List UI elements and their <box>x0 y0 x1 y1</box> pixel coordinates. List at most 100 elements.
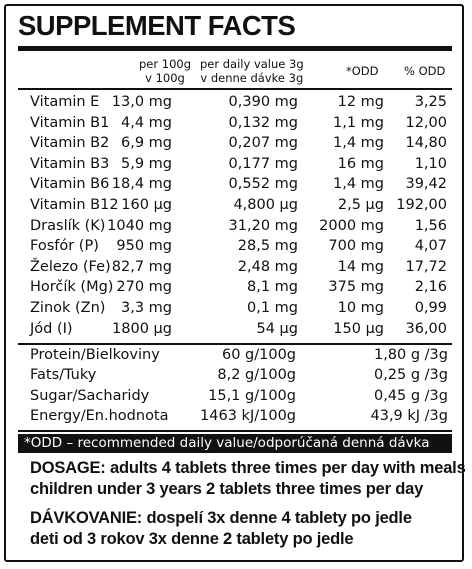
macro-per-100g: 15,1 g/100g <box>208 387 296 404</box>
nutrient-name: Vitamin B1 <box>30 114 110 131</box>
macro-bottom-rule <box>18 430 452 432</box>
value-pct-odd: 2,16 <box>414 279 447 296</box>
macro-name: Sugar/Sacharidy <box>30 387 150 404</box>
value-odd: 375 mg <box>328 279 384 296</box>
value-per-100g: 160 µg <box>121 197 172 213</box>
header-perdaily: per daily value 3g v denne dávke 3g <box>200 57 304 85</box>
value-per-100g: 1800 µg <box>112 320 172 337</box>
value-per-100g: 1040 mg <box>107 217 172 234</box>
value-per-daily: 0,207 mg <box>228 135 298 152</box>
dosage-en-line2: children under 3 years 2 tablets three t… <box>30 480 424 498</box>
value-per-100g: 3,3 mg <box>121 300 172 316</box>
table-row: Vitamin B1 4,4 mg 0,132 mg 1,1 mg 12,00 <box>0 115 472 135</box>
header-odd: *ODD <box>346 64 379 78</box>
header-perdaily-line1: per daily value 3g <box>200 57 304 71</box>
macro-per-daily: 43,9 kJ /3g <box>370 407 449 424</box>
nutrient-name: Vitamin B6 <box>30 176 110 193</box>
value-odd: 16 mg <box>337 155 384 172</box>
macro-name: Fats/Tuky <box>30 367 97 384</box>
value-odd: 12 mg <box>337 94 384 110</box>
value-pct-odd: 14,80 <box>405 135 447 152</box>
dosage-sk-line1: DÁVKOVANIE: dospelí 3x denne 4 tablety p… <box>30 509 412 527</box>
value-per-daily: 0,177 mg <box>228 155 298 172</box>
header-pct-odd: % ODD <box>404 64 446 78</box>
value-pct-odd: 4,07 <box>414 238 447 255</box>
nutrient-name: Fosfór (P) <box>30 238 99 255</box>
table-row: Sugar/Sacharidy 15,1 g/100g 0,45 g /3g <box>0 388 472 408</box>
value-per-100g: 6,9 mg <box>121 135 172 152</box>
table-row: Horčík (Mg) 270 mg 8,1 mg 375 mg 2,16 <box>0 279 472 299</box>
header-perdaily-line2: v denne dávke 3g <box>200 71 304 85</box>
value-per-100g: 4,4 mg <box>121 114 172 131</box>
nutrient-name: Draslík (K) <box>30 217 106 234</box>
value-pct-odd: 192,00 <box>396 197 447 213</box>
nutrient-name: Vitamin B2 <box>30 135 110 152</box>
nutrient-name: Horčík (Mg) <box>30 279 114 296</box>
value-pct-odd: 17,72 <box>405 258 447 275</box>
table-row: Fosfór (P) 950 mg 28,5 mg 700 mg 4,07 <box>0 238 472 258</box>
table-row: Draslík (K) 1040 mg 31,20 mg 2000 mg 1,56 <box>0 218 472 238</box>
macro-per-daily: 0,25 g /3g <box>373 367 448 384</box>
value-odd: 150 µg <box>333 320 384 337</box>
value-pct-odd: 39,42 <box>405 176 447 193</box>
macro-per-100g: 8,2 g/100g <box>217 367 296 384</box>
value-per-daily: 4,800 µg <box>233 197 298 213</box>
value-per-100g: 82,7 mg <box>111 258 172 275</box>
label-title: SUPPLEMENT FACTS <box>18 10 296 41</box>
value-pct-odd: 1,56 <box>414 217 447 234</box>
nutrient-name: Zinok (Zn) <box>30 300 106 316</box>
dosage-en-line1: DOSAGE: adults 4 tablets three times per… <box>30 459 466 477</box>
header-per100g-line2: v 100g <box>145 71 185 85</box>
nutrient-name: Vitamin B3 <box>30 155 110 172</box>
value-per-100g: 18,4 mg <box>111 176 172 193</box>
value-per-daily: 31,20 mg <box>228 217 298 234</box>
value-pct-odd: 36,00 <box>405 320 447 337</box>
label-frame <box>4 4 464 562</box>
value-pct-odd: 1,10 <box>414 155 447 172</box>
value-pct-odd: 0,99 <box>414 300 447 316</box>
value-per-100g: 270 mg <box>116 279 172 296</box>
mid-rule <box>18 343 452 345</box>
value-pct-odd: 12,00 <box>405 114 447 131</box>
table-row: Vitamin B3 5,9 mg 0,177 mg 16 mg 1,10 <box>0 156 472 176</box>
title-rule <box>18 46 452 51</box>
odd-footnote: *ODD – recommended daily value/odporúčan… <box>18 434 452 453</box>
table-row: Železo (Fe) 82,7 mg 2,48 mg 14 mg 17,72 <box>0 259 472 279</box>
value-per-100g: 13,0 mg <box>111 94 172 110</box>
nutrient-name: Jód (I) <box>30 320 73 337</box>
value-pct-odd: 3,25 <box>414 94 447 110</box>
table-row: Fats/Tuky 8,2 g/100g 0,25 g /3g <box>0 367 472 387</box>
header-per100g: per 100g v 100g <box>139 57 191 85</box>
dosage-sk-line2: deti od 3 rokov 3x denne 2 tablety po je… <box>30 530 354 548</box>
table-row: Protein/Bielkoviny 60 g/100g 1,80 g /3g <box>0 347 472 367</box>
table-row: Energy/En.hodnota 1463 kJ/100g 43,9 kJ /3g <box>0 408 472 428</box>
value-odd: 700 mg <box>328 238 384 255</box>
value-per-daily: 8,1 mg <box>247 279 298 296</box>
macro-per-daily: 1,80 g /3g <box>373 347 448 363</box>
value-odd: 10 mg <box>337 300 384 316</box>
table-row: Vitamin B12 160 µg 4,800 µg 2,5 µg 192,00 <box>0 197 472 217</box>
value-per-100g: 5,9 mg <box>121 155 172 172</box>
macro-name: Protein/Bielkoviny <box>30 347 160 363</box>
value-per-daily: 28,5 mg <box>237 238 298 255</box>
value-per-daily: 2,48 mg <box>237 258 298 275</box>
value-per-daily: 0,390 mg <box>228 94 298 110</box>
macro-per-100g: 60 g/100g <box>221 347 296 363</box>
nutrient-name: Železo (Fe) <box>30 258 111 275</box>
macro-name: Energy/En.hodnota <box>30 407 169 424</box>
table-row: Vitamin B6 18,4 mg 0,552 mg 1,4 mg 39,42 <box>0 176 472 196</box>
table-row: Vitamin B2 6,9 mg 0,207 mg 1,4 mg 14,80 <box>0 135 472 155</box>
macro-per-daily: 0,45 g /3g <box>373 387 448 404</box>
value-odd: 14 mg <box>337 258 384 275</box>
table-row: Zinok (Zn) 3,3 mg 0,1 mg 10 mg 0,99 <box>0 300 472 320</box>
value-per-daily: 54 µg <box>256 320 299 337</box>
value-per-daily: 0,552 mg <box>228 176 298 193</box>
header-rule <box>18 88 452 90</box>
value-odd: 1,4 mg <box>333 176 384 193</box>
value-odd: 1,4 mg <box>333 135 384 152</box>
value-odd: 2,5 µg <box>337 197 384 213</box>
macro-per-100g: 1463 kJ/100g <box>200 407 296 424</box>
header-per100g-line1: per 100g <box>139 57 192 71</box>
nutrient-name: Vitamin B12 <box>30 197 119 213</box>
table-row: Vitamin E 13,0 mg 0,390 mg 12 mg 3,25 <box>0 94 472 114</box>
